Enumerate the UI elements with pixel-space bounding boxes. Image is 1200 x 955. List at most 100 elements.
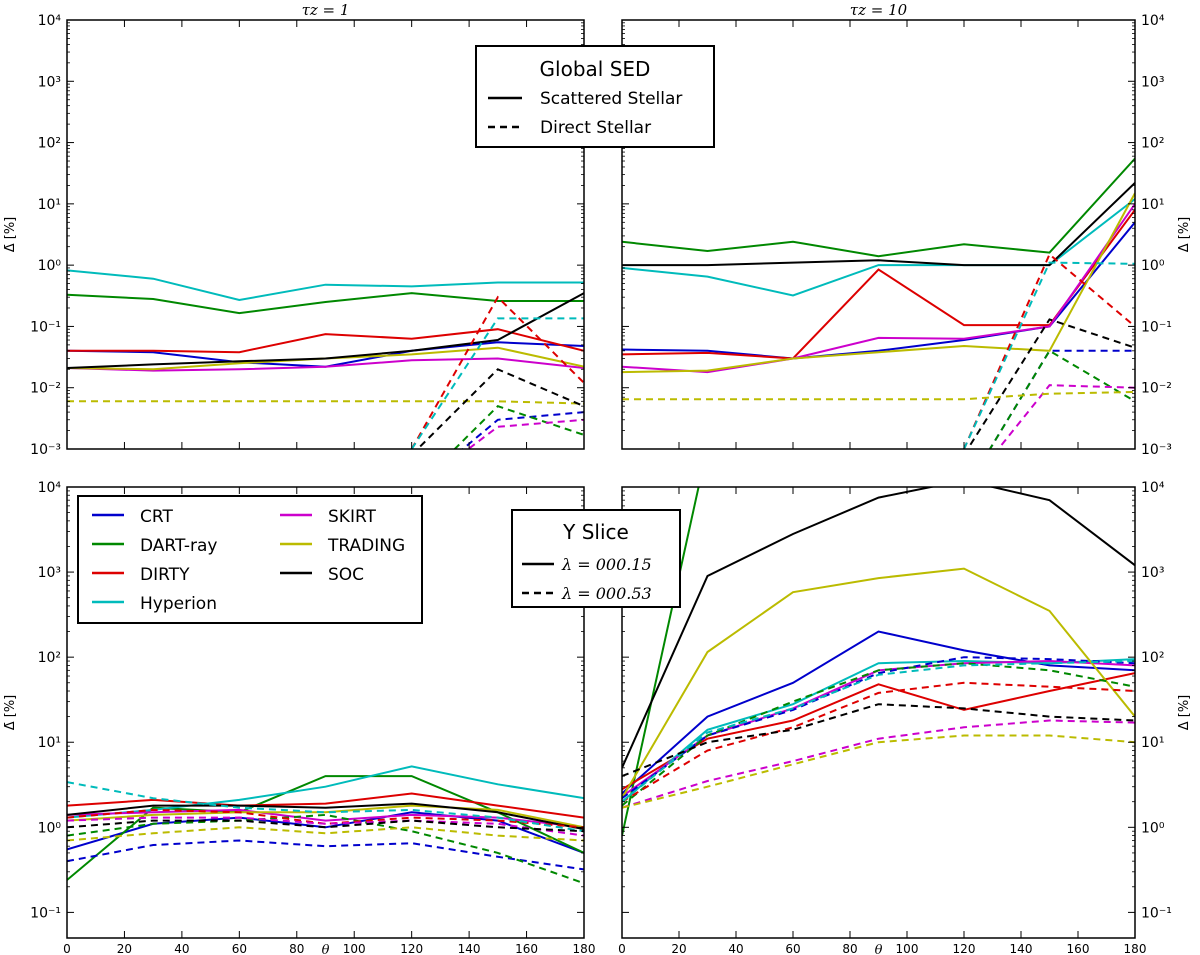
plot-frame — [621, 19, 1136, 450]
panel-top-left: 10⁻³ 10⁻² 10⁻¹ 10⁰ 10¹ 10² 10³ 10⁴ Δ̄ [%] τz = 1 — [3, 1, 585, 458]
legend-title: Y Slice — [562, 520, 629, 544]
y-tick-label: 10⁻³ — [30, 442, 61, 458]
y-tick-label: 10³ — [1141, 74, 1164, 90]
series-dart-ray-dashed — [67, 813, 584, 885]
series-dirty-solid — [622, 672, 1135, 791]
series-soc-solid — [67, 292, 584, 369]
series-trading-dashed — [622, 391, 1135, 401]
legend-y-slice: Y Slice λ = 000.15 λ = 000.53 — [511, 509, 681, 608]
series-hyperion-dashed — [410, 317, 584, 449]
legend-label-soc: SOC — [328, 565, 364, 585]
y-tick-label: 10⁴ — [1141, 480, 1165, 496]
panel-top-right: 10⁻³ 10⁻² 10⁻¹ 10⁰ 10¹ 10² 10³ 10⁴ Δ [%] τz = 10 — [621, 1, 1192, 458]
legend-global-sed: Global SED Scattered Stellar Direct Stella… — [475, 45, 715, 148]
y-tick-label: 10⁻¹ — [1141, 319, 1172, 335]
y-tick-label: 10⁻¹ — [30, 319, 61, 335]
legend-box — [511, 509, 681, 608]
y-tick-label: 10³ — [1141, 565, 1164, 581]
legend-dashed-label: Direct Stellar — [540, 118, 651, 138]
x-tick-label: 120 — [400, 942, 423, 955]
series-dart-ray-dashed — [988, 349, 1135, 449]
y-tick-label: 10² — [38, 136, 61, 152]
y-tick-label: 10⁻¹ — [1141, 905, 1172, 921]
series-crt-dashed — [988, 349, 1135, 449]
series-skirt-dashed — [622, 719, 1135, 809]
y-tick-label: 10² — [1141, 136, 1164, 152]
y-tick-label: 10³ — [38, 74, 61, 90]
series-dirty-dashed — [622, 681, 1135, 803]
x-axis-label: θ — [875, 943, 883, 955]
panel-title: τz = 1 — [302, 1, 350, 19]
y-tick-label: 10⁰ — [38, 258, 62, 274]
legend-solid-label: Scattered Stellar — [540, 89, 682, 109]
y-axis-label: Δ [%] — [1177, 217, 1192, 253]
y-tick-label: 10³ — [38, 565, 61, 581]
x-tick-label: 60 — [785, 942, 800, 955]
series-dirty-solid — [67, 792, 584, 819]
y-tick-label: 10⁰ — [1141, 258, 1165, 274]
series-soc-solid — [67, 802, 584, 831]
plot-frame — [621, 486, 1136, 939]
y-tick-label: 10⁴ — [38, 13, 62, 29]
series-soc-dashed — [67, 819, 584, 833]
legend-label-trading: TRADING — [327, 536, 405, 556]
y-tick-label: 10⁴ — [1141, 13, 1165, 29]
series-trading-solid — [67, 804, 584, 829]
y-tick-label: 10¹ — [38, 735, 61, 751]
series-hyperion-solid — [67, 269, 584, 302]
series-group — [622, 157, 1135, 449]
series-soc-dashed — [416, 368, 584, 449]
legend-label-dart-ray: DART-ray — [140, 536, 217, 556]
series-dart-ray-dashed — [622, 662, 1135, 807]
y-axis-label: Δ̄ [%] — [3, 695, 18, 731]
x-tick-label: 140 — [1010, 942, 1033, 955]
plot-frame — [66, 486, 585, 939]
series-soc-solid — [622, 487, 1135, 769]
x-tick-label: 100 — [896, 942, 919, 955]
series-trading-dashed — [622, 734, 1135, 809]
panel-bottom-right: 10⁻¹ 10⁰ 10¹ 10² 10³ 10⁴ 0 20 40 60 80 100 120 140 160… — [618, 480, 1192, 955]
series-hyperion-dashed — [963, 261, 1135, 449]
series-skirt-solid — [622, 203, 1135, 374]
series-trading-dashed — [67, 400, 584, 405]
y-axis-label: Δ [%] — [1177, 695, 1192, 731]
series-skirt-dashed — [466, 418, 584, 449]
y-tick-label: 10⁻² — [1141, 381, 1172, 397]
series-soc-dashed — [622, 703, 1135, 778]
legend-box — [475, 45, 715, 148]
series-hyperion-solid — [622, 658, 1135, 803]
y-tick-label: 10⁰ — [38, 820, 62, 836]
series-dirty-dashed — [410, 295, 584, 449]
series-trading-solid — [622, 567, 1135, 799]
series-group — [622, 487, 1135, 836]
y-tick-label: 10¹ — [38, 197, 61, 213]
series-hyperion-solid — [622, 198, 1135, 297]
x-tick-label: 140 — [458, 942, 481, 955]
x-tick-label: 20 — [117, 942, 132, 955]
series-dart-ray-solid — [622, 157, 1135, 258]
legend-dashed-label: λ = 000.53 — [561, 584, 652, 603]
x-tick-label: 80 — [842, 942, 857, 955]
series-skirt-solid — [622, 659, 1135, 798]
series-dirty-solid — [67, 328, 584, 354]
series-skirt-solid — [67, 357, 584, 372]
x-tick-label: 120 — [953, 942, 976, 955]
series-trading-solid — [622, 192, 1135, 374]
panel-title: τz = 10 — [850, 1, 908, 19]
legend-label-crt: CRT — [140, 507, 173, 527]
legend-title: Global SED — [540, 57, 651, 81]
y-tick-label: 10⁰ — [1141, 820, 1165, 836]
legend-label-skirt: SKIRT — [328, 507, 377, 527]
series-skirt-dashed — [997, 384, 1135, 449]
y-tick-label: 10⁻² — [30, 381, 61, 397]
series-crt-solid — [622, 630, 1135, 795]
series-hyperion-dashed — [622, 660, 1135, 803]
x-tick-label: 180 — [1124, 942, 1147, 955]
series-soc-dashed — [966, 318, 1135, 449]
series-trading-dashed — [67, 826, 584, 842]
y-tick-label: 10² — [38, 650, 61, 666]
x-tick-label: 100 — [343, 942, 366, 955]
x-axis-label: θ — [322, 943, 330, 955]
legend-label-hyperion: Hyperion — [140, 594, 217, 614]
